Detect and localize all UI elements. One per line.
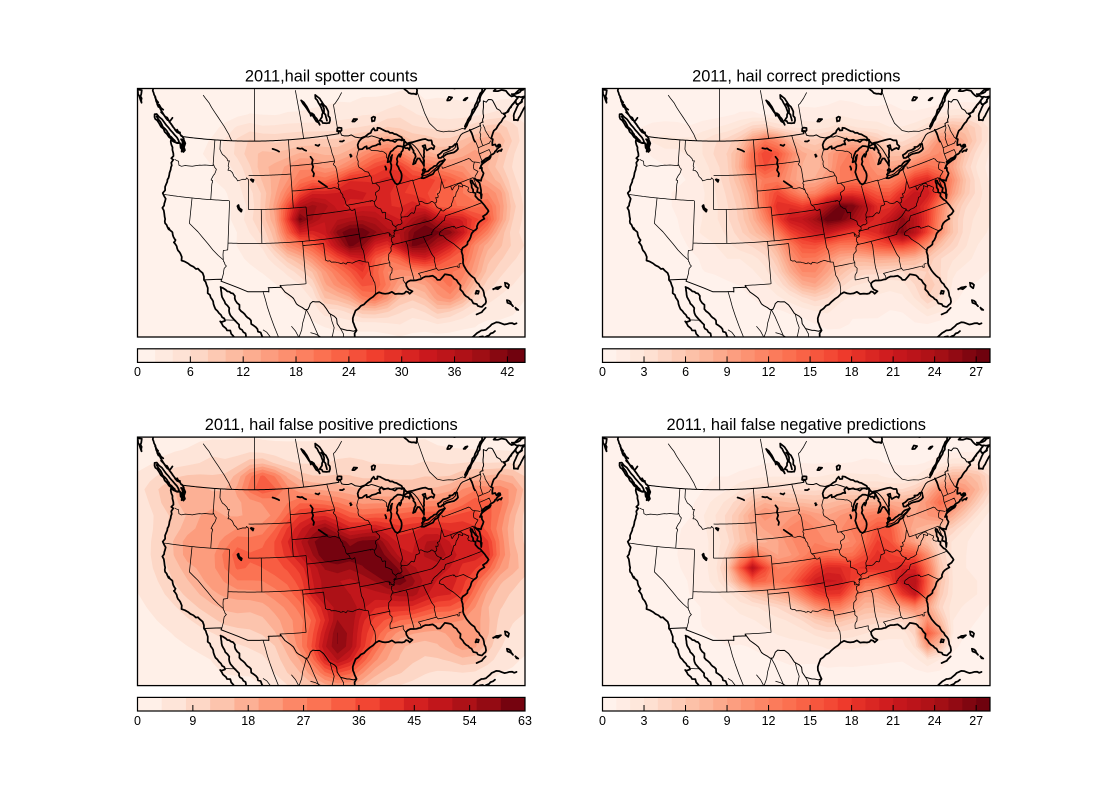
svg-text:12: 12 — [236, 365, 250, 379]
svg-text:18: 18 — [241, 714, 255, 728]
svg-text:9: 9 — [724, 714, 731, 728]
svg-text:54: 54 — [463, 714, 477, 728]
svg-text:24: 24 — [342, 365, 356, 379]
svg-text:6: 6 — [682, 714, 689, 728]
svg-text:12: 12 — [762, 365, 776, 379]
svg-text:21: 21 — [886, 714, 900, 728]
svg-text:30: 30 — [395, 365, 409, 379]
svg-text:0: 0 — [134, 365, 141, 379]
svg-text:18: 18 — [845, 714, 859, 728]
svg-text:24: 24 — [928, 714, 942, 728]
svg-text:18: 18 — [289, 365, 303, 379]
svg-text:21: 21 — [886, 365, 900, 379]
svg-text:2011,hail spotter counts: 2011,hail spotter counts — [245, 68, 418, 86]
svg-text:12: 12 — [762, 714, 776, 728]
svg-text:0: 0 — [134, 714, 141, 728]
svg-text:45: 45 — [407, 714, 421, 728]
svg-text:18: 18 — [845, 365, 859, 379]
svg-text:2011, hail false positive pred: 2011, hail false positive predictions — [205, 416, 458, 434]
svg-text:9: 9 — [724, 365, 731, 379]
svg-text:27: 27 — [969, 365, 983, 379]
svg-text:63: 63 — [518, 714, 532, 728]
svg-text:42: 42 — [500, 365, 514, 379]
svg-text:15: 15 — [803, 714, 817, 728]
svg-text:15: 15 — [803, 365, 817, 379]
svg-text:6: 6 — [187, 365, 194, 379]
svg-text:2011, hail false negative pred: 2011, hail false negative predictions — [667, 416, 926, 434]
svg-text:3: 3 — [641, 714, 648, 728]
svg-text:24: 24 — [928, 365, 942, 379]
svg-text:0: 0 — [599, 365, 606, 379]
svg-text:36: 36 — [448, 365, 462, 379]
svg-text:36: 36 — [352, 714, 366, 728]
svg-text:6: 6 — [682, 365, 689, 379]
svg-text:2011, hail correct predictions: 2011, hail correct predictions — [692, 68, 900, 86]
svg-text:0: 0 — [599, 714, 606, 728]
svg-text:3: 3 — [641, 365, 648, 379]
svg-text:27: 27 — [969, 714, 983, 728]
svg-text:27: 27 — [297, 714, 311, 728]
svg-text:9: 9 — [189, 714, 196, 728]
